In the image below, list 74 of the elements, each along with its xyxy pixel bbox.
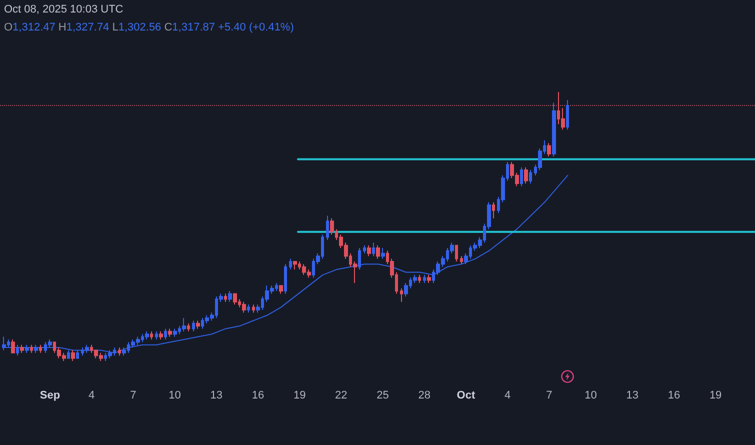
- candlestick: [284, 264, 287, 294]
- candlestick: [34, 344, 38, 354]
- text: O1,312.47 H1,327.74 L1,302.56 C1,317.87 +5.40 (+0.41%): [4, 22, 294, 34]
- x-tick-label: 19: [293, 390, 306, 402]
- candlestick: [164, 328, 167, 340]
- x-tick-label: 7: [546, 390, 552, 402]
- candlestick: [423, 274, 426, 284]
- candlestick: [492, 202, 495, 219]
- x-tick-label: 28: [418, 390, 430, 402]
- candlestick: [187, 322, 190, 332]
- candlestick: [85, 344, 89, 354]
- candlestick: [363, 244, 366, 254]
- candlestick: [326, 215, 329, 240]
- text: Oct 08, 2025 10:03 UTC: [4, 4, 124, 16]
- candlestick: [381, 248, 385, 260]
- candlestick: [547, 142, 551, 158]
- candlestick: [155, 330, 158, 340]
- candlestick: [524, 166, 528, 184]
- x-tick-label: 19: [709, 390, 722, 402]
- candlestick: [455, 244, 458, 262]
- candlestick: [118, 347, 121, 356]
- candlestick: [529, 170, 532, 184]
- candlestick: [2, 336, 6, 351]
- candlestick: [108, 350, 112, 359]
- candlestick: [233, 293, 237, 306]
- candlestick: [252, 304, 255, 314]
- candlestick: [168, 328, 172, 338]
- candlestick: [192, 320, 195, 332]
- candlestick: [427, 274, 431, 284]
- candlestick: [358, 248, 361, 270]
- candlestick: [30, 344, 33, 354]
- x-tick-label: 22: [335, 390, 348, 402]
- x-tick-label: 13: [626, 390, 638, 402]
- candlestick: [418, 274, 421, 284]
- x-tick-label: Oct: [456, 390, 476, 402]
- x-tick-label: 16: [668, 390, 680, 402]
- x-tick-label: 7: [130, 390, 136, 402]
- candlestick: [20, 344, 24, 354]
- candlestick: [367, 244, 371, 257]
- candlestick: [11, 338, 15, 354]
- candlestick: [293, 260, 297, 270]
- candlestick: [159, 330, 163, 340]
- candlestick: [16, 344, 19, 356]
- x-tick-label: 13: [210, 390, 222, 402]
- x-tick-label: Sep: [40, 390, 60, 402]
- x-tick-label: 25: [376, 390, 389, 402]
- candlestick: [242, 301, 246, 314]
- candlestick: [460, 256, 463, 265]
- candlestick: [25, 344, 29, 354]
- candlestick: [150, 330, 153, 340]
- candlestick: [566, 100, 569, 130]
- candlestick: [173, 328, 177, 338]
- candlestick: [39, 344, 42, 354]
- candlestick: [400, 288, 403, 302]
- candlestick: [224, 293, 227, 302]
- candlestick: [196, 320, 200, 330]
- x-tick-label: 10: [168, 390, 181, 402]
- candlestick: [520, 166, 523, 187]
- candlestick: [372, 242, 375, 257]
- x-tick-label: 10: [584, 390, 597, 402]
- candlestick: [289, 258, 292, 270]
- candlestick: [71, 350, 75, 362]
- x-tick-label: 4: [88, 390, 95, 402]
- candlestick: [76, 350, 79, 359]
- candlestick: [376, 244, 380, 260]
- candlestick: [552, 102, 556, 158]
- candlestick: [182, 317, 186, 332]
- candlestick: [67, 350, 70, 359]
- candlestick: [247, 304, 250, 314]
- candlestick: [228, 290, 232, 302]
- candlestick: [145, 330, 149, 340]
- candlestick: [279, 285, 283, 294]
- x-tick-label: 4: [504, 390, 511, 402]
- x-tick-label: 16: [252, 390, 264, 402]
